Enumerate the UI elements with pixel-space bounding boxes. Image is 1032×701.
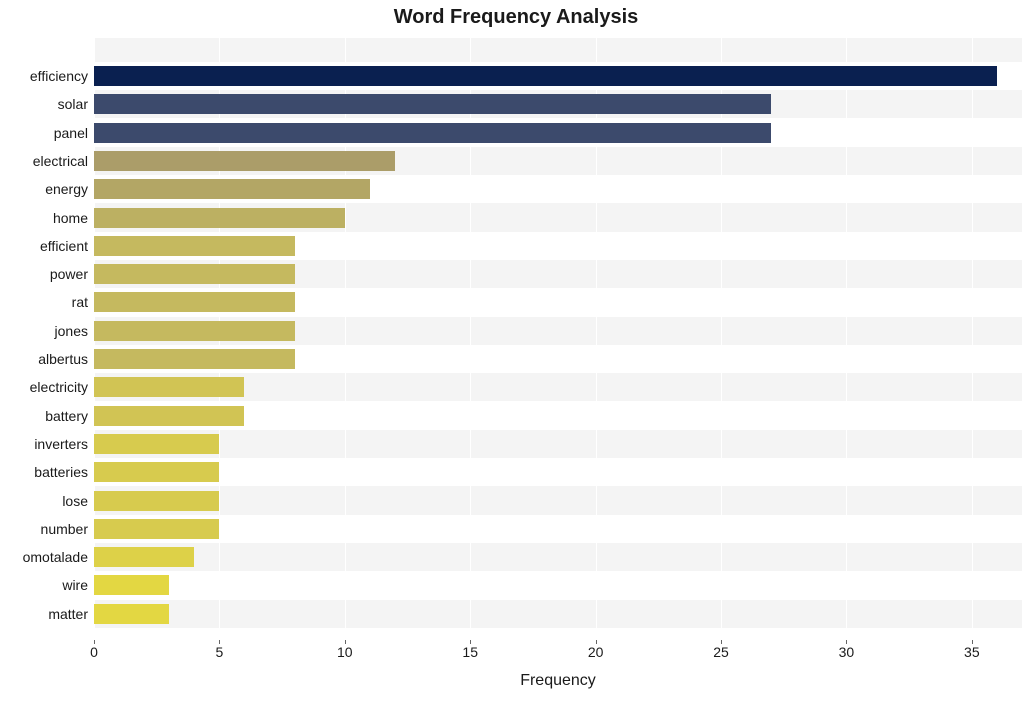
x-tick-label: 5 <box>215 644 223 660</box>
y-tick-label: efficiency <box>30 68 88 84</box>
bar <box>94 208 345 228</box>
bar <box>94 575 169 595</box>
x-tick-label: 20 <box>588 644 604 660</box>
y-tick-label: rat <box>72 294 88 310</box>
grid-band <box>94 515 1022 543</box>
grid-band <box>94 543 1022 571</box>
x-tick-label: 0 <box>90 644 98 660</box>
bar <box>94 321 295 341</box>
y-tick-label: battery <box>45 408 88 424</box>
y-tick-label: jones <box>55 323 88 339</box>
grid-band <box>94 430 1022 458</box>
y-tick-label: electricity <box>30 379 88 395</box>
bar <box>94 123 771 143</box>
y-tick-label: omotalade <box>23 549 88 565</box>
y-tick-label: solar <box>58 96 88 112</box>
bar <box>94 406 244 426</box>
grid-band <box>94 458 1022 486</box>
y-tick-label: panel <box>54 125 88 141</box>
y-axis-labels: efficiency solar panel electrical energy home… <box>0 38 88 638</box>
plot-area <box>94 38 1022 638</box>
bar <box>94 151 395 171</box>
bar <box>94 519 219 539</box>
bar <box>94 94 771 114</box>
x-axis-ticks: 05101520253035 <box>94 644 1022 668</box>
bar <box>94 434 219 454</box>
y-tick-label: energy <box>45 181 88 197</box>
bar <box>94 66 997 86</box>
bar <box>94 179 370 199</box>
grid-band <box>94 571 1022 599</box>
y-tick-label: efficient <box>40 238 88 254</box>
y-tick-label: inverters <box>34 436 88 452</box>
x-tick-label: 25 <box>713 644 729 660</box>
grid-band <box>94 628 1022 638</box>
bar <box>94 236 295 256</box>
x-axis-title: Frequency <box>94 672 1022 690</box>
word-frequency-chart: Word Frequency Analysis efficiency solar p… <box>0 0 1032 701</box>
y-tick-label: matter <box>48 606 88 622</box>
vertical-gridline <box>972 38 973 638</box>
grid-band <box>94 486 1022 514</box>
y-tick-label: lose <box>62 493 88 509</box>
bar <box>94 604 169 624</box>
x-tick-label: 30 <box>839 644 855 660</box>
grid-band <box>94 600 1022 628</box>
x-tick-label: 10 <box>337 644 353 660</box>
bar <box>94 491 219 511</box>
y-tick-label: albertus <box>38 351 88 367</box>
y-tick-label: home <box>53 210 88 226</box>
vertical-gridline <box>846 38 847 638</box>
bar <box>94 462 219 482</box>
bar <box>94 292 295 312</box>
bar <box>94 349 295 369</box>
y-tick-label: wire <box>62 577 88 593</box>
y-tick-label: electrical <box>33 153 88 169</box>
chart-title: Word Frequency Analysis <box>0 6 1032 29</box>
x-tick-label: 35 <box>964 644 980 660</box>
x-tick-label: 15 <box>462 644 478 660</box>
y-tick-label: power <box>50 266 88 282</box>
grid-band <box>94 38 1022 62</box>
bar <box>94 547 194 567</box>
y-tick-label: number <box>41 521 88 537</box>
y-tick-label: batteries <box>34 464 88 480</box>
bar <box>94 377 244 397</box>
bar <box>94 264 295 284</box>
